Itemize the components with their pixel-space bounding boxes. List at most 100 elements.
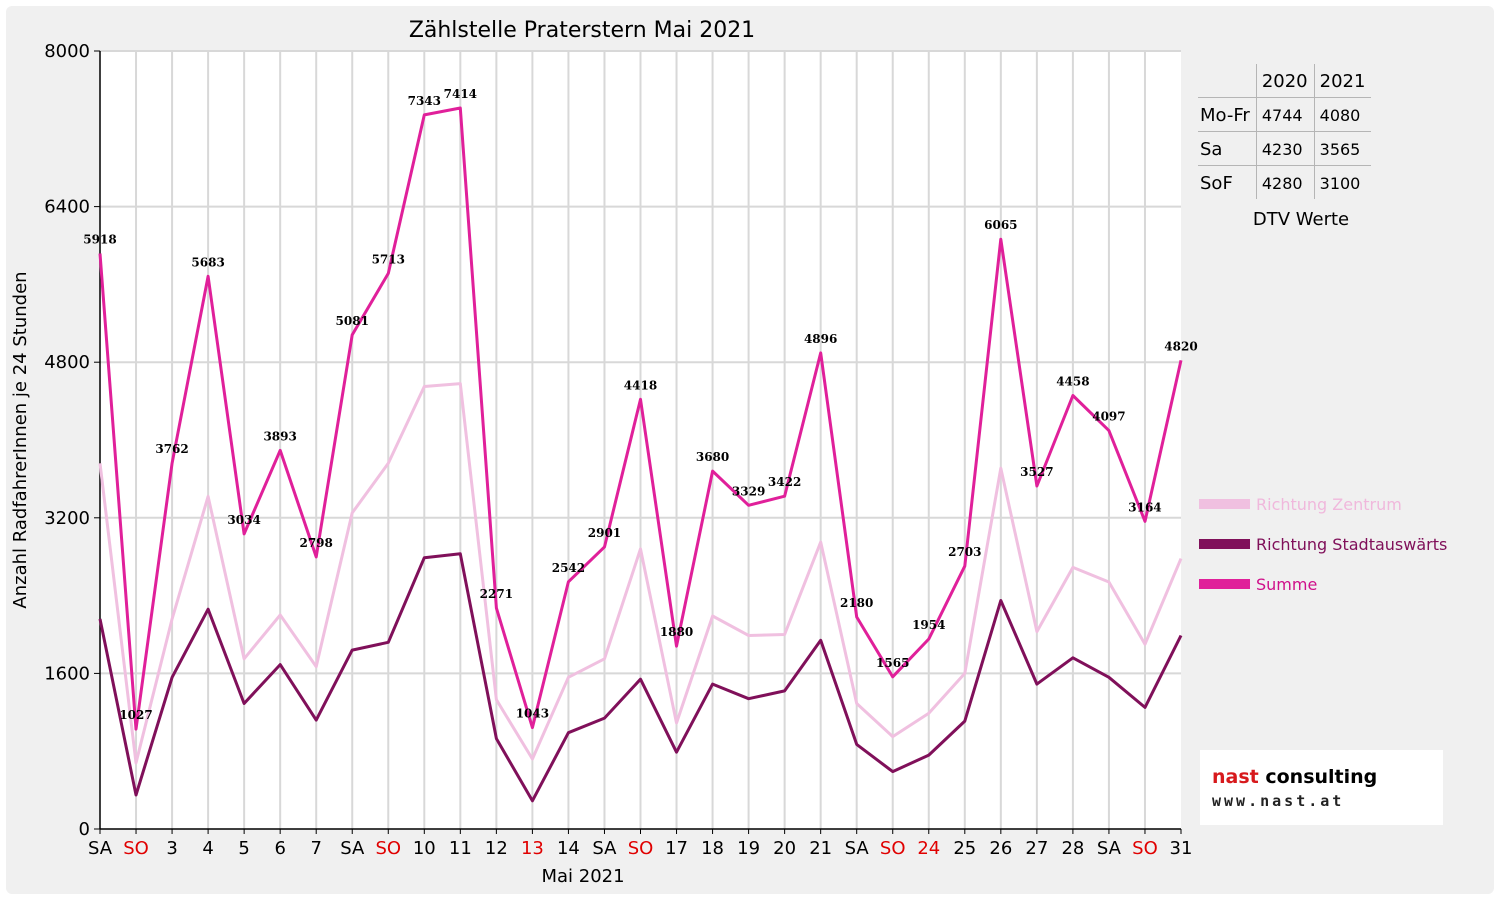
- x-tick-label: 28: [1061, 838, 1084, 859]
- data-label: 4418: [624, 378, 657, 392]
- dtv-row-label: Mo-Fr: [1198, 97, 1257, 132]
- legend: Richtung Zentrum Richtung Stadtauswärts …: [1199, 484, 1447, 604]
- x-tick-label: 19: [737, 838, 760, 859]
- x-tick-label: SA: [592, 838, 617, 859]
- data-label: 3680: [696, 450, 729, 464]
- data-label: 2271: [480, 587, 513, 601]
- data-label: 5081: [336, 314, 369, 328]
- legend-swatch-zentrum: [1199, 499, 1250, 509]
- data-label: 3893: [263, 429, 296, 443]
- x-tick-label: SA: [845, 838, 870, 859]
- x-tick-label: 11: [449, 838, 472, 859]
- legend-item-zentrum: Richtung Zentrum: [1199, 484, 1447, 524]
- dtv-cell: 3100: [1313, 165, 1372, 199]
- dtv-cell: 3565: [1313, 131, 1372, 166]
- data-label: 3164: [1128, 500, 1161, 514]
- data-label: 5713: [372, 252, 405, 266]
- series-line-summe: [98, 106, 1183, 731]
- logo-wordmark: nast consulting: [1212, 766, 1378, 788]
- data-label: 4458: [1056, 374, 1089, 388]
- data-label: 2703: [948, 545, 981, 559]
- x-tick-label: 6: [274, 838, 285, 859]
- x-tick-label: 20: [773, 838, 796, 859]
- x-axis-label: Mai 2021: [541, 866, 624, 887]
- data-label: 7343: [408, 94, 441, 108]
- dtv-header-2020: 2020: [1255, 64, 1315, 98]
- x-tick-label: 31: [1170, 838, 1193, 859]
- x-tick-label: 12: [485, 838, 508, 859]
- data-label: 1880: [660, 625, 693, 639]
- data-label: 1565: [876, 656, 909, 670]
- y-tick-label: 3200: [44, 508, 90, 529]
- dtv-row-label: Sa: [1198, 131, 1257, 166]
- data-label: 1043: [516, 707, 549, 721]
- data-label: 2798: [299, 536, 332, 550]
- x-tick-label: 14: [557, 838, 580, 859]
- y-tick-label: 4800: [44, 352, 90, 373]
- y-tick-label: 6400: [44, 197, 90, 218]
- legend-label-stadtauswaerts: Richtung Stadtauswärts: [1256, 534, 1448, 554]
- y-tick-label: 8000: [44, 41, 90, 62]
- data-label: 2180: [840, 596, 873, 610]
- legend-item-stadtauswaerts: Richtung Stadtauswärts: [1199, 524, 1447, 564]
- dtv-header-corner: [1198, 64, 1256, 98]
- x-tick-label: 17: [665, 838, 688, 859]
- dtv-cell: 4280: [1255, 165, 1315, 199]
- dtv-caption: DTV Werte: [1252, 209, 1350, 230]
- x-tick-label: SO: [123, 838, 149, 859]
- x-tick-label: 27: [1025, 838, 1048, 859]
- series-line-zentrum: [98, 382, 1183, 765]
- x-tick-label: 13: [521, 838, 544, 859]
- data-label: 4820: [1164, 339, 1197, 353]
- x-tick-label: 26: [989, 838, 1012, 859]
- y-tick-label: 0: [79, 819, 90, 840]
- nast-consulting-logo: nast consulting www.nast.at: [1200, 750, 1443, 825]
- x-tick-label: SA: [340, 838, 365, 859]
- dtv-cell: 4080: [1313, 97, 1372, 132]
- data-label: 5918: [83, 232, 116, 246]
- x-tick-label: 25: [953, 838, 976, 859]
- y-tick-label: 1600: [44, 663, 90, 684]
- legend-label-summe: Summe: [1256, 574, 1318, 594]
- chart-title: Zählstelle Praterstern Mai 2021: [409, 18, 755, 43]
- x-tick-label: 7: [310, 838, 321, 859]
- chart-frame: 0 1600 3200 4800 6400 8000 SA SO 3 4 5 6 7 SA SO 10 11 12…: [6, 6, 1494, 894]
- x-tick-label: SO: [375, 838, 401, 859]
- legend-item-summe: Summe: [1199, 564, 1447, 604]
- data-label: 3527: [1020, 465, 1053, 479]
- line-chart: 0 1600 3200 4800 6400 8000 SA SO 3 4 5 6 7 SA SO 10 11 12…: [10, 18, 1198, 887]
- series-line-stadtauswaerts: [98, 552, 1183, 803]
- data-label: 1954: [912, 618, 945, 632]
- data-label: 4896: [804, 332, 837, 346]
- legend-label-zentrum: Richtung Zentrum: [1256, 494, 1402, 514]
- data-label: 2542: [552, 561, 585, 575]
- x-tick-label: 10: [413, 838, 436, 859]
- x-tick-label: 18: [701, 838, 724, 859]
- data-label: 3762: [155, 442, 188, 456]
- data-label: 3034: [227, 513, 260, 527]
- x-tick-label: SO: [880, 838, 906, 859]
- x-tick-label: 4: [202, 838, 213, 859]
- dtv-cell: 4230: [1255, 131, 1315, 166]
- x-tick-label: SO: [628, 838, 654, 859]
- data-label: 7414: [444, 87, 477, 101]
- dtv-row-label: SoF: [1198, 165, 1257, 199]
- data-label: 4097: [1092, 410, 1125, 424]
- logo-url: www.nast.at: [1212, 792, 1345, 810]
- data-label: 5683: [191, 255, 224, 269]
- data-label: 1027: [119, 708, 152, 722]
- data-label: 3329: [732, 484, 765, 498]
- x-tick-label: SO: [1132, 838, 1158, 859]
- x-tick-label: SA: [88, 838, 113, 859]
- x-tick-label: 5: [238, 838, 249, 859]
- x-tick-label: SA: [1097, 838, 1122, 859]
- data-label: 6065: [984, 218, 1017, 232]
- legend-swatch-summe: [1199, 579, 1250, 589]
- dtv-header-2021: 2021: [1313, 64, 1372, 98]
- x-tick-label: 24: [917, 838, 940, 859]
- x-tick-label: 21: [809, 838, 832, 859]
- dtv-cell: 4744: [1255, 97, 1315, 132]
- data-label: 2901: [588, 526, 621, 540]
- legend-swatch-stadtauswaerts: [1199, 539, 1250, 549]
- x-tick-label: 3: [166, 838, 177, 859]
